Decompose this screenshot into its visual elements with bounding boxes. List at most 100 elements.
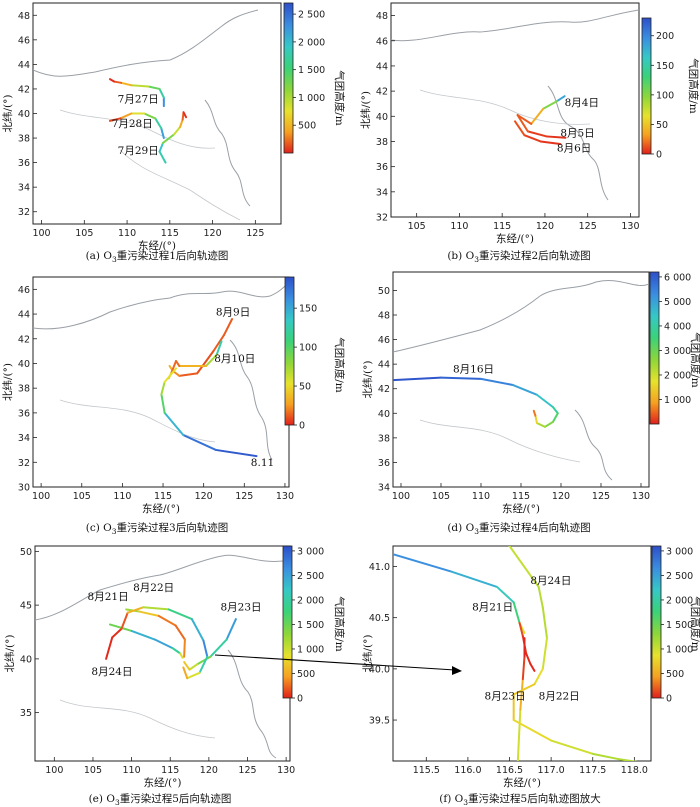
colorbar-c-label: 气团高度/m	[333, 337, 346, 393]
trajectory-segment	[523, 134, 542, 143]
x-tick-label: 130	[276, 491, 294, 502]
colorbar-d: 气团高度/m	[649, 271, 700, 425]
trajectory-c-1	[168, 318, 234, 377]
trajectory-segment	[154, 117, 163, 130]
colorbar-b-label: 气团高度/m	[687, 58, 700, 114]
y-tick-label: 32	[376, 213, 388, 224]
trajectory-segment	[188, 663, 199, 671]
zoom-arrow	[214, 654, 456, 671]
trajectory-segment	[173, 126, 182, 136]
panel-a-content: 100 105 110 115 120 125 32 34 36 38 40 42 44 46 48 东经/(…	[1, 10, 325, 252]
y-tick-label: 34	[378, 483, 390, 494]
colorbar-e-label: 气团高度/m	[333, 596, 346, 652]
trajectory-segment	[196, 350, 215, 375]
x-tick-label: 100	[32, 491, 50, 502]
trajectory-segment	[158, 141, 164, 153]
trajectory-segment	[119, 112, 133, 120]
y-tick-label: 46	[18, 35, 30, 46]
basemap-c	[33, 281, 289, 461]
panel-c	[32, 276, 290, 488]
y-tick-label: 42	[18, 84, 30, 95]
trajectory-date-label: 8月5日	[560, 127, 594, 139]
colorbar-f: 气团高度/m	[651, 545, 700, 699]
colorbar-b: 气团高度/m	[641, 17, 700, 155]
province-line	[419, 89, 591, 125]
y-tick-label: 38	[18, 134, 30, 145]
colorbar-tick-label: 0	[297, 694, 303, 705]
trajectory-date-label: 8月4日	[565, 97, 599, 109]
y-axis-label: 北纬/(°)	[1, 95, 14, 133]
trajectory-f-3	[516, 637, 526, 761]
trajectory-segment	[179, 652, 184, 659]
colorbar-e-bar	[282, 545, 293, 699]
colorbar-tick-label: 3 000	[666, 546, 693, 557]
trajectory-segment	[108, 117, 122, 122]
trajectory-date-label: 7月29日	[118, 145, 159, 157]
trajectory-segment	[138, 610, 160, 617]
trajectory-segment	[209, 638, 228, 658]
colorbar-tick-label: 2 000	[297, 595, 324, 606]
trajectory-date-label: 8月22日	[539, 691, 580, 703]
province-line	[59, 699, 216, 739]
trajectory-segment	[512, 384, 538, 396]
trajectory-date-label: 8月10日	[214, 353, 255, 365]
border-line	[33, 281, 289, 330]
trajectory-date-label: 8月23日	[220, 602, 261, 614]
colorbar-tick-label: 150	[299, 304, 317, 315]
basemap-b	[391, 9, 639, 201]
trajectory-date-label: 8月16日	[453, 364, 494, 376]
province-line	[59, 109, 216, 149]
plot-frame-a	[32, 2, 282, 225]
x-tick-label: 117.5	[579, 765, 606, 776]
colorbar-tick-label: 5 000	[664, 297, 691, 308]
y-tick-label: 32	[18, 458, 30, 469]
x-tick-label: 120	[204, 228, 222, 239]
trajectory-segment	[440, 376, 482, 380]
trajectory-segment	[179, 118, 184, 129]
x-tick-label: 125	[238, 765, 256, 776]
x-tick-label: 100	[392, 491, 410, 502]
trajectory-segment	[550, 739, 594, 755]
caption-b: (b) O3重污染过程2后向轨迹图	[447, 249, 590, 264]
y-tick-label: 32	[18, 207, 30, 218]
trajectory-date-label: 8.11	[251, 457, 274, 469]
trajectory-segment	[539, 140, 562, 145]
trajectory-segment	[113, 80, 123, 84]
trajectory-segment	[512, 601, 521, 624]
trajectory-segment	[205, 353, 218, 367]
trajectory-e-3	[183, 618, 237, 671]
trajectory-segment	[512, 683, 536, 696]
x-tick-label: 115	[161, 228, 179, 239]
x-axis-label: 东经/(°)	[496, 232, 534, 245]
trajectory-date-label: 8月24日	[530, 575, 571, 587]
trajectory-b-2	[516, 114, 567, 139]
colorbar-tick-label: 1 500	[298, 65, 325, 76]
x-axis-label: 东经/(°)	[144, 776, 182, 789]
trajectory-date-label: 8月22日	[133, 582, 174, 594]
colorbar-tick-label: 2 000	[664, 370, 691, 381]
province-line	[119, 149, 241, 221]
y-tick-label: 50	[378, 286, 390, 297]
trajectory-segment	[108, 78, 116, 83]
trajectory-segment	[196, 655, 212, 666]
colorbar-e: 气团高度/m	[282, 545, 346, 699]
colorbar-tick-label: 2 500	[666, 571, 693, 582]
x-tick-label: 117.0	[538, 765, 565, 776]
trajectory-segment	[167, 608, 193, 621]
colorbar-tick-label: 2 000	[666, 595, 693, 606]
trajectory-segment	[512, 719, 553, 742]
y-tick-label: 36	[376, 162, 388, 173]
x-tick-label: 116.0	[454, 765, 481, 776]
trajectory-segment	[215, 340, 223, 356]
x-tick-label: 120	[200, 765, 218, 776]
y-tick-label: 40	[376, 112, 388, 123]
colorbar-a: 气团高度/m	[283, 2, 346, 154]
trajectory-segment	[182, 434, 217, 451]
trajectory-segment	[222, 318, 234, 337]
colorbar-tick-label: 1 000	[298, 93, 325, 104]
x-tick-label: 110	[118, 228, 136, 239]
trajectory-a-1	[108, 78, 165, 108]
trajectory-segment	[158, 150, 167, 164]
y-tick-label: 34	[18, 183, 30, 194]
